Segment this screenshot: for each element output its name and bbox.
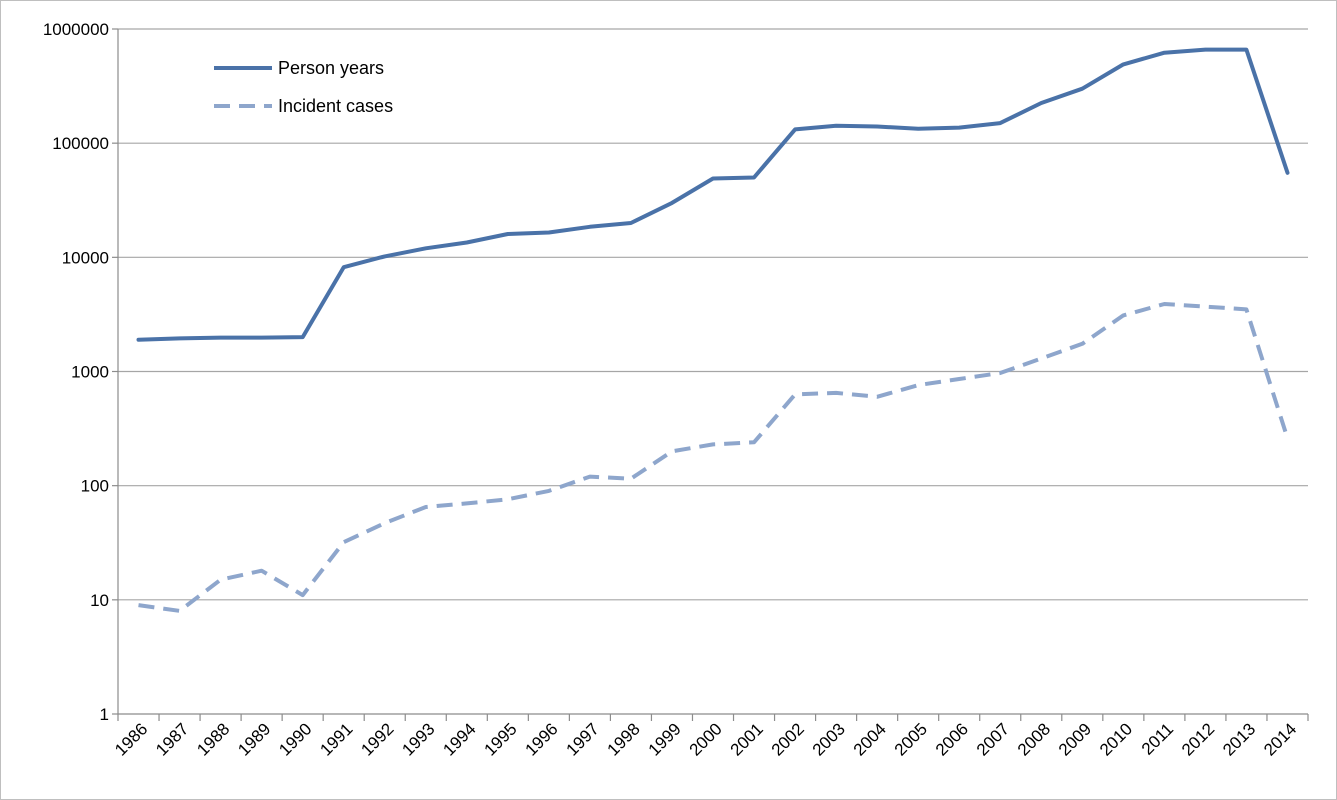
x-tick-label: 2013: [1219, 719, 1259, 759]
series-line-2: [138, 302, 1290, 613]
x-tick-label: 1988: [193, 719, 233, 759]
x-tick-label: 1996: [522, 719, 562, 759]
x-tick-label: 2014: [1260, 719, 1300, 759]
x-tick-label: 1987: [152, 719, 192, 759]
x-tick-label: 1997: [563, 719, 603, 759]
x-tick-label: 1989: [234, 719, 274, 759]
x-tick-label: 1998: [604, 719, 644, 759]
x-tick-label: 2002: [768, 719, 808, 759]
legend-label-2: Incident cases: [278, 96, 393, 116]
x-tick-label: 2007: [973, 719, 1013, 759]
x-tick-label: 1991: [316, 719, 356, 759]
y-tick-label: 100000: [52, 134, 109, 153]
x-tick-label: 1994: [439, 719, 479, 759]
series-lines: [136, 47, 1290, 613]
x-tick-label: 1999: [645, 719, 685, 759]
y-tick-labels: 1 10 100 1000 10000 100000 1000000: [43, 20, 109, 724]
x-tick-label: 2008: [1014, 719, 1054, 759]
x-tick-label: 2001: [727, 719, 767, 759]
y-tick-label: 100: [81, 477, 109, 496]
y-tick-label: 1: [100, 705, 109, 724]
y-tick-label: 1000000: [43, 20, 109, 39]
x-tick-label: 1992: [357, 719, 397, 759]
x-tick-label: 2012: [1178, 719, 1218, 759]
x-tick-label: 2010: [1096, 719, 1136, 759]
x-tick-label: 1986: [111, 719, 151, 759]
x-tick-label: 2004: [850, 719, 890, 759]
series-line-1: [136, 47, 1290, 342]
legend-label-1: Person years: [278, 58, 384, 78]
x-tick-label: 1995: [480, 719, 520, 759]
x-tick-label: 2006: [932, 719, 972, 759]
axes: [112, 28, 1309, 721]
x-tick-label: 2000: [686, 719, 726, 759]
gridlines: [118, 28, 1308, 601]
x-tick-label: 1990: [275, 719, 315, 759]
legend: Person years Incident cases: [214, 58, 393, 116]
y-tick-label: 10: [90, 591, 109, 610]
x-tick-labels: 1986 1987 1988 1989 1990 1991 1992 1993 1994 1995…: [111, 719, 1300, 759]
y-tick-label: 1000: [71, 363, 109, 382]
x-tick-label: 2005: [891, 719, 931, 759]
x-tick-label: 2003: [809, 719, 849, 759]
x-tick-label: 2009: [1055, 719, 1095, 759]
x-tick-label: 1993: [398, 719, 438, 759]
x-tick-label: 2011: [1138, 719, 1177, 758]
y-tick-label: 10000: [62, 248, 109, 267]
